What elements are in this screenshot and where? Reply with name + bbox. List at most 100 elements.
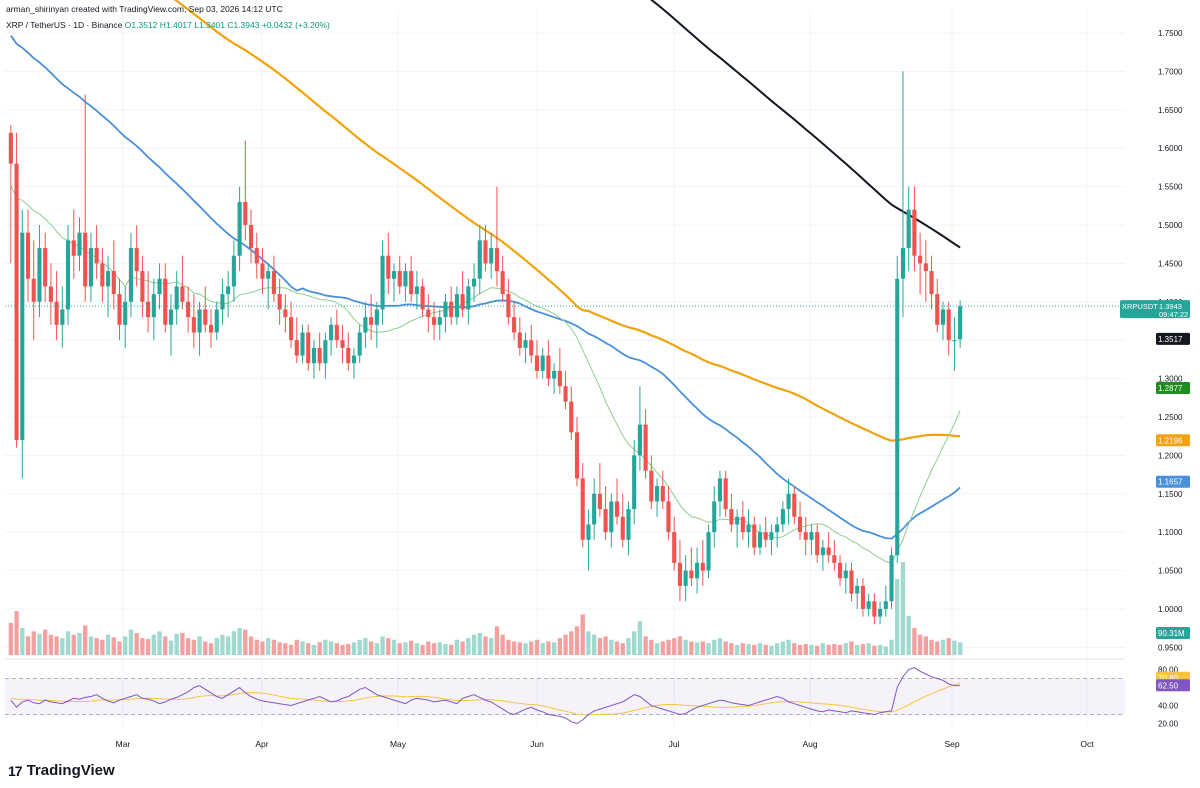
candle-body (797, 516, 803, 533)
candle-body (735, 516, 740, 525)
volume-bar (260, 641, 265, 655)
volume-bar (580, 614, 585, 655)
volume-bar (105, 634, 111, 655)
candle-body (792, 493, 797, 517)
candle-body (140, 271, 145, 302)
price-tick-label: 1.1000 (1158, 528, 1183, 537)
price-tick-label: 1.6500 (1158, 106, 1183, 115)
volume-bar (391, 639, 397, 655)
price-tick-label: 1.2000 (1158, 451, 1183, 460)
candle-body (889, 555, 894, 602)
candle-body (20, 232, 25, 440)
candle-body (54, 301, 59, 325)
candle-body (60, 309, 65, 325)
volume-bar (94, 638, 99, 655)
volume-bar (763, 644, 768, 655)
candle-body (717, 478, 723, 502)
candle-body (409, 271, 414, 295)
volume-bar (517, 642, 522, 655)
volume-bar (300, 641, 305, 655)
candle-body (146, 301, 151, 318)
volume-bar (225, 636, 231, 655)
volume-bar (529, 641, 534, 655)
volume-bar (489, 638, 494, 655)
volume-bar (431, 643, 437, 655)
candle-body (517, 332, 522, 348)
candle-body (637, 424, 642, 456)
candle-body (563, 386, 568, 402)
candle-body (357, 332, 362, 356)
candle-body (128, 248, 134, 302)
rsi-line (10, 667, 961, 725)
candle-body (311, 347, 317, 364)
candle-body (340, 340, 345, 348)
candle-body (243, 201, 248, 225)
price-axis[interactable]: 1.7500 1.7000 1.6500 1.6000 1.5500 1.5000 1.45… (1158, 29, 1183, 728)
candle-body (597, 493, 602, 510)
volume-bar (191, 639, 197, 655)
candle-body (592, 493, 597, 525)
volume-bar (614, 641, 620, 655)
rsi-band (5, 678, 1125, 715)
candle-body (506, 294, 511, 318)
volume-bar (506, 639, 511, 655)
candle-body (203, 309, 208, 325)
volume-bar (557, 638, 563, 655)
tradingview-logo[interactable]: 17 TradingView (8, 762, 115, 779)
volume-bar (31, 631, 36, 655)
candle-body (706, 532, 711, 571)
volume-bar (180, 633, 185, 655)
volume-bar (140, 638, 145, 655)
volume-bar (111, 637, 116, 655)
volume-bar (883, 646, 888, 655)
candle-body (672, 532, 677, 563)
candle-body (546, 355, 551, 379)
candle-body (866, 601, 871, 609)
candle-body (609, 501, 614, 533)
candle-body (83, 232, 88, 287)
volume-bar (157, 631, 162, 655)
countdown-tag: 09:47:22 (1159, 310, 1188, 319)
candle-body (37, 248, 42, 302)
candle-body (952, 340, 957, 342)
candle-body (323, 340, 328, 364)
rsi-tick-label: 20.00 (1158, 720, 1179, 729)
volume-bar (48, 634, 54, 655)
price-tick-label: 1.7000 (1158, 67, 1183, 76)
candle-body (489, 248, 494, 264)
volume-bar (123, 636, 128, 655)
symbol-legend[interactable]: XRP / TetherUS · 1D · Binance O1.3512 H1… (6, 20, 330, 30)
candle-body (100, 263, 105, 287)
time-tick-label: Oct (1080, 739, 1094, 749)
candle-body (906, 209, 911, 249)
volume-bar (586, 631, 591, 655)
candle-body (157, 278, 162, 295)
volume-bar (277, 642, 282, 655)
candle-body (437, 317, 442, 325)
ma-price-tag-bg (1156, 332, 1190, 345)
time-axis[interactable]: Mar Apr May Jun Jul Aug Sep Oct (116, 739, 1095, 749)
volume-bar (780, 641, 786, 655)
candle-body (306, 332, 311, 364)
volume-bar (494, 626, 500, 655)
volume-bar (643, 636, 648, 655)
candle-body (208, 324, 214, 333)
candle-body (294, 340, 299, 356)
ohlc-values: O1.3512 H1.4017 L1.3401 C1.3943 +0.0432 … (124, 20, 330, 30)
volume-bar (54, 636, 59, 655)
rsi-pane (5, 658, 1125, 725)
volume-bar (649, 639, 654, 655)
candle-body (386, 255, 391, 279)
volume-bar (843, 643, 848, 655)
volume-bar (77, 633, 82, 655)
candle-body (369, 317, 374, 325)
volume-bar (294, 639, 299, 655)
volume-bar (866, 643, 871, 655)
volume-bar (723, 641, 728, 655)
price-tick-label: 1.0500 (1158, 567, 1183, 576)
volume-bar (895, 578, 900, 655)
volume-bar (197, 636, 202, 655)
volume-bar (351, 642, 357, 655)
candle-body (266, 271, 271, 279)
